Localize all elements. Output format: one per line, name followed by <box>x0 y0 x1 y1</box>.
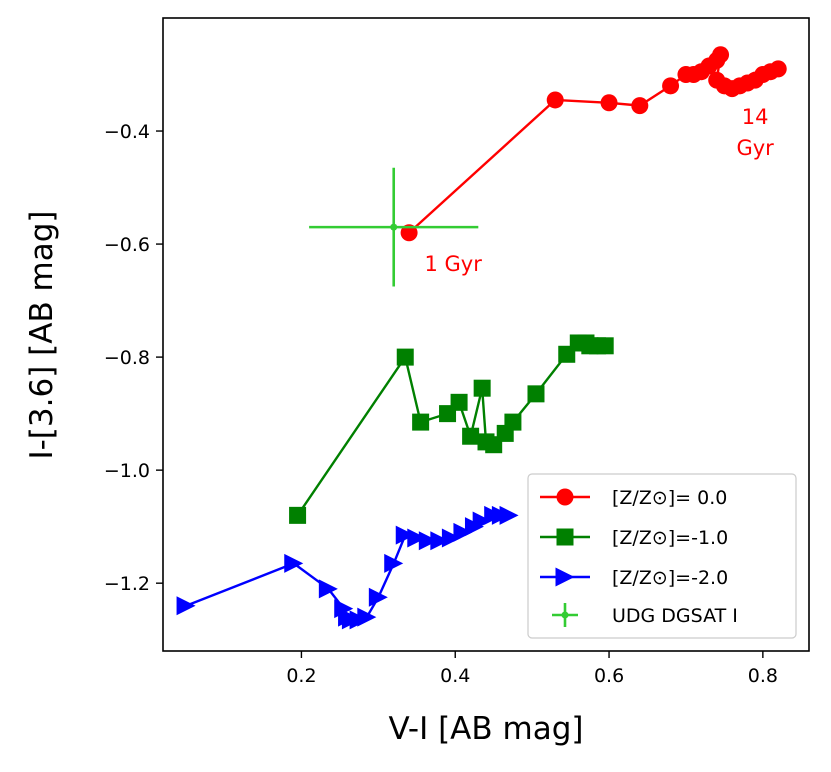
y-axis: −0.4 −0.6 −0.8 −1.0 −1.2 <box>104 121 163 595</box>
plot-frame <box>162 17 810 652</box>
series-2 <box>176 505 519 630</box>
x-tick-label: 0.4 <box>440 665 470 687</box>
series-layer <box>176 46 787 630</box>
series-1-point <box>462 427 480 445</box>
y-tick-label: −0.8 <box>104 347 150 369</box>
series-1-point <box>450 393 468 411</box>
series-2-point <box>368 587 388 607</box>
series-1-point <box>504 413 522 431</box>
series-1 <box>289 334 614 524</box>
legend-box <box>527 473 797 639</box>
x-tick-label: 0.2 <box>286 665 316 687</box>
x-tick-label: 0.6 <box>594 665 624 687</box>
x-axis: 0.2 0.4 0.6 0.8 <box>286 651 778 687</box>
series-1-point <box>527 385 545 403</box>
x-axis-label: V-I [AB mag] <box>389 711 584 747</box>
series-2-point <box>284 553 304 573</box>
series-2-point <box>407 528 427 548</box>
legend-label: [Z/Z⊙]= 0.0 <box>612 487 727 509</box>
annotation-label: 14 <box>742 105 769 129</box>
legend-marker <box>556 528 574 546</box>
series-1-point <box>412 413 430 431</box>
series-2-point <box>453 522 473 542</box>
legend-marker <box>561 611 569 619</box>
y-tick-label: −0.4 <box>104 121 150 143</box>
legend-marker <box>555 567 575 587</box>
series-0-point <box>631 97 649 115</box>
series-0-point <box>712 46 730 64</box>
series-2-point <box>357 607 377 627</box>
series-1-point <box>396 348 414 366</box>
series-2-point <box>395 525 415 545</box>
annotation-label: 1 Gyr <box>424 252 482 276</box>
y-tick-label: −0.6 <box>104 234 150 256</box>
series-2-point <box>318 579 338 599</box>
series-1-point <box>473 379 491 397</box>
series-2-point <box>441 528 461 548</box>
y-tick-label: −1.0 <box>104 460 150 482</box>
series-1-point <box>289 506 307 524</box>
legend-entries: [Z/Z⊙]= 0.0 [Z/Z⊙]=-1.0 [Z/Z⊙]=-2.0 UDG DGS… <box>540 487 738 627</box>
series-0-point <box>600 94 618 112</box>
series-2-point <box>472 511 492 531</box>
x-tick-label: 0.8 <box>748 665 778 687</box>
y-tick-label: −1.2 <box>104 573 150 595</box>
legend-label: [Z/Z⊙]=-1.0 <box>612 527 728 549</box>
legend-label: [Z/Z⊙]=-2.0 <box>612 567 728 589</box>
udg-errorbar-layer <box>309 167 479 287</box>
series-2-point <box>176 596 196 616</box>
annotations: 1 Gyr 14 Gyr <box>424 105 774 276</box>
legend-marker <box>556 488 574 506</box>
series-0-point <box>662 77 680 95</box>
series-2-point <box>418 531 438 551</box>
legend-label: UDG DGSAT I <box>612 605 738 627</box>
series-2-point <box>430 531 450 551</box>
legend: [Z/Z⊙]= 0.0 [Z/Z⊙]=-1.0 [Z/Z⊙]=-2.0 UDG DGS… <box>527 473 797 639</box>
y-axis-label: I-[3.6] [AB mag] <box>24 210 60 459</box>
series-1-point <box>596 337 614 355</box>
series-0-point <box>400 224 418 242</box>
annotation-label: Gyr <box>736 136 774 160</box>
series-0 <box>400 46 787 242</box>
udg-point <box>390 223 398 231</box>
series-2-point <box>384 553 404 573</box>
series-0-point <box>546 91 564 109</box>
series-2-point <box>499 505 519 525</box>
series-0-point <box>769 60 787 78</box>
